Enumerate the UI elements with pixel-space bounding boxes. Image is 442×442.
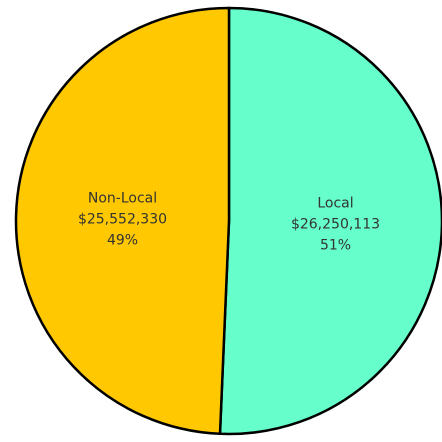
slice-percent-label: 49% (107, 233, 138, 249)
pie-slices (14, 6, 442, 436)
pie-slice-non-local (14, 6, 231, 436)
slice-percent-label: 51% (320, 237, 351, 253)
slice-label: Non-Local (88, 191, 157, 207)
slice-label: Local (317, 195, 353, 211)
pie-labels: Local $26,250,113 51% Non-Local $25,552,330 4… (78, 191, 380, 254)
slice-value-label: $25,552,330 (78, 212, 167, 228)
slice-value-label: $26,250,113 (291, 216, 380, 232)
